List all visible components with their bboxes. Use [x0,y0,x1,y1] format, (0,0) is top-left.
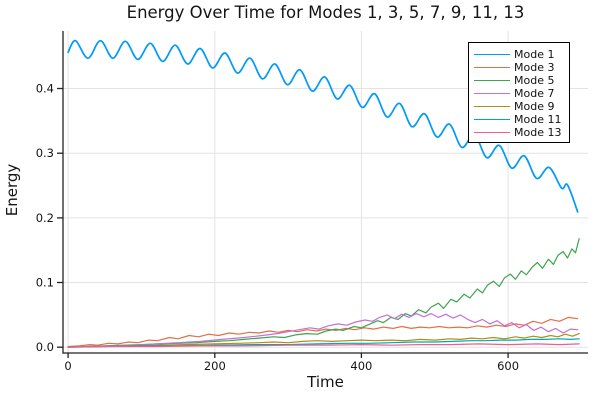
y-tick-label: 0.0 [36,340,54,354]
y-tick-label: 0.1 [36,276,54,290]
legend-entry-mode-7: Mode 7 [474,87,569,100]
y-tick-label: 0.2 [36,211,54,225]
legend-line-sample [474,67,510,68]
legend-entry-mode-5: Mode 5 [474,74,569,87]
gridlines [63,31,588,353]
legend-entry-mode-3: Mode 3 [474,61,569,74]
tick-labels: 0 200 400 600 0.0 0.1 0.2 0.3 0.4 [36,82,519,374]
legend-line-sample [474,132,510,133]
legend-label: Mode 7 [514,87,555,100]
series-line-mode-5 [67,238,580,348]
x-tick-label: 400 [350,359,372,373]
legend-line-sample [474,54,510,55]
chart-title: Energy Over Time for Modes 1, 3, 5, 7, 9… [126,3,525,22]
series-line-mode-7 [67,313,579,348]
legend-entry-mode-11: Mode 11 [474,113,569,126]
legend-entry-mode-9: Mode 9 [474,100,569,113]
series-line-mode-1 [67,39,579,213]
y-tick-label: 0.3 [36,146,54,160]
x-tick-label: 0 [64,359,71,373]
legend-entry-mode-1: Mode 1 [474,48,569,61]
legend-line-sample [474,93,510,94]
y-tick-label: 0.4 [36,82,54,96]
axes [57,31,588,358]
legend-label: Mode 1 [514,48,555,61]
legend-label: Mode 9 [514,100,555,113]
legend: Mode 1 Mode 3 Mode 5 Mode 7 Mode 9 Mode 11 Mod… [468,42,570,143]
legend-label: Mode 5 [514,74,555,87]
legend-label: Mode 3 [514,61,555,74]
series-line-mode-13 [67,343,580,348]
legend-line-sample [474,80,510,81]
legend-label: Mode 11 [514,113,562,126]
series-line-mode-9 [67,333,580,348]
legend-entry-mode-13: Mode 13 [474,126,569,139]
x-axis-label: Time [307,373,344,391]
legend-label: Mode 13 [514,126,562,139]
x-tick-label: 200 [204,359,226,373]
legend-line-sample [474,106,510,107]
x-tick-label: 600 [497,359,519,373]
legend-line-sample [474,119,510,120]
